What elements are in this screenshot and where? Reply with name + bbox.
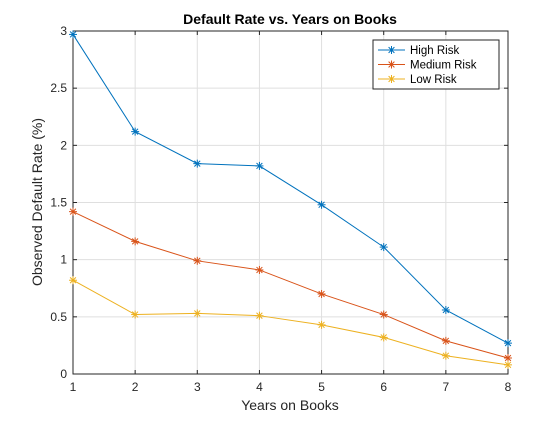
legend-label: Medium Risk	[410, 60, 477, 72]
legend-label: High Risk	[410, 45, 459, 57]
data-point-low-risk	[379, 333, 388, 342]
y-tick-label: 3	[60, 24, 67, 38]
data-point-medium-risk	[255, 265, 264, 274]
series-line-high-risk	[72, 34, 509, 344]
data-point-low-risk	[255, 311, 264, 320]
data-series	[69, 30, 512, 369]
x-tick-label: 6	[380, 380, 387, 394]
series-line-medium-risk	[72, 211, 509, 359]
data-point-low-risk	[317, 320, 326, 329]
y-tick-label: 2	[60, 138, 67, 152]
data-point-medium-risk	[504, 353, 512, 362]
data-point-high-risk	[131, 127, 140, 136]
series-medium-risk	[69, 207, 512, 362]
legend-marker	[387, 60, 396, 69]
y-tick-label: 0.5	[50, 310, 67, 324]
chart-title: Default Rate vs. Years on Books	[183, 11, 397, 27]
data-point-low-risk	[131, 310, 140, 319]
data-point-low-risk	[193, 309, 202, 318]
legend-items: High Risk Medium Risk Low Risk	[378, 45, 477, 86]
data-point-medium-risk	[317, 289, 326, 298]
legend-label: Low Risk	[410, 74, 457, 86]
data-point-medium-risk	[131, 237, 140, 246]
series-low-risk	[69, 276, 512, 369]
x-tick-label: 2	[132, 380, 139, 394]
x-tick-label: 7	[443, 380, 450, 394]
data-point-high-risk	[69, 30, 77, 39]
x-tick-label: 4	[256, 380, 263, 394]
data-point-medium-risk	[379, 310, 388, 319]
y-tick-label: 0	[60, 367, 67, 381]
y-axis-label: Observed Default Rate (%)	[29, 118, 45, 286]
data-point-high-risk	[193, 159, 202, 168]
data-point-low-risk	[69, 276, 77, 285]
y-tick-label: 1	[60, 253, 67, 267]
data-point-high-risk	[379, 243, 388, 252]
axis-ticks: 1 2 3 4 5 6 7 8 0 0.5 1 1.5 2 2.5 3	[50, 24, 511, 394]
series-line-low-risk	[72, 279, 509, 366]
data-point-medium-risk	[441, 336, 450, 345]
x-tick-label: 8	[505, 380, 512, 394]
legend: High Risk Medium Risk Low Risk	[372, 39, 500, 90]
legend-item-medium-risk: Medium Risk	[378, 60, 477, 72]
data-point-low-risk	[441, 351, 450, 360]
legend-item-high-risk: High Risk	[378, 45, 459, 57]
x-tick-label: 3	[194, 380, 201, 394]
data-point-high-risk	[317, 200, 326, 209]
x-tick-label: 1	[70, 380, 77, 394]
series-high-risk	[69, 30, 512, 348]
legend-marker	[387, 75, 396, 83]
y-tick-label: 2.5	[50, 81, 67, 95]
data-point-high-risk	[255, 161, 264, 170]
data-point-medium-risk	[193, 256, 202, 265]
data-point-high-risk	[441, 305, 450, 314]
x-axis-label: Years on Books	[241, 397, 339, 413]
data-point-medium-risk	[69, 207, 77, 216]
x-tick-label: 5	[318, 380, 325, 394]
data-point-low-risk	[504, 360, 512, 369]
legend-item-low-risk: Low Risk	[378, 74, 457, 86]
y-tick-label: 1.5	[50, 196, 67, 210]
data-point-high-risk	[504, 339, 512, 348]
legend-marker	[387, 46, 396, 54]
